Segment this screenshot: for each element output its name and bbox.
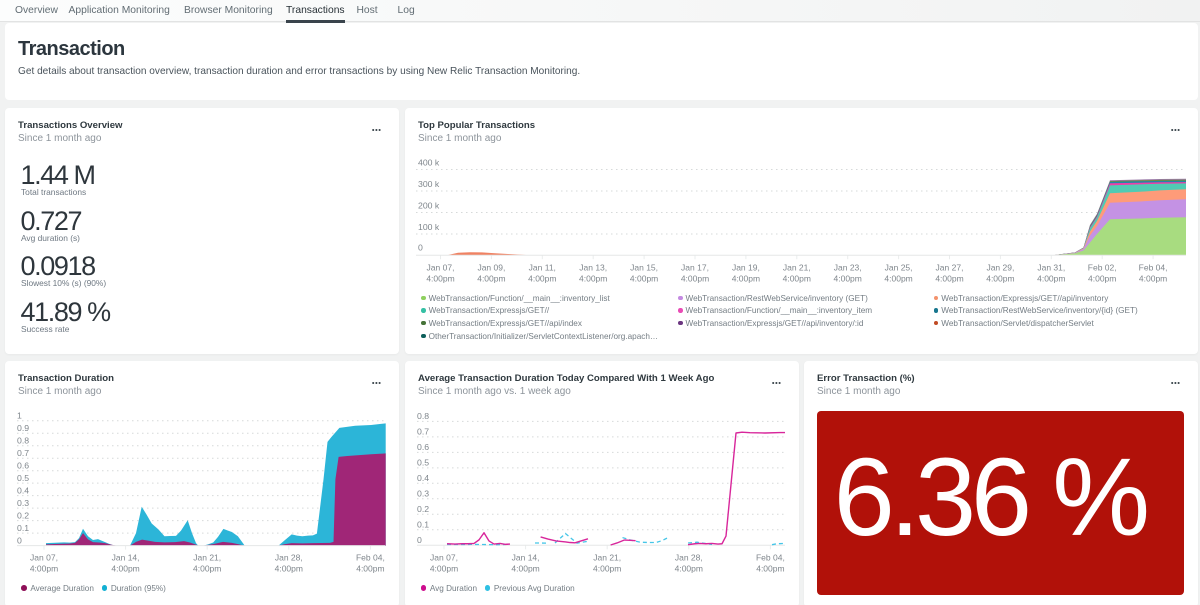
svg-text:Jan 09,: Jan 09, [477,263,505,273]
svg-text:4:00pm: 4:00pm [275,564,303,574]
svg-text:0.6: 0.6 [417,442,429,452]
svg-text:4:00pm: 4:00pm [111,564,139,574]
svg-text:400 k: 400 k [418,158,440,168]
svg-text:0.3: 0.3 [17,498,29,508]
svg-text:Jan 31,: Jan 31, [1037,263,1065,273]
svg-text:4:00pm: 4:00pm [426,274,454,284]
svg-text:4:00pm: 4:00pm [675,564,703,574]
svg-text:Jan 27,: Jan 27, [936,263,964,273]
svg-text:Jan 21,: Jan 21, [193,553,221,563]
svg-text:0.9: 0.9 [17,423,29,433]
svg-text:0.3: 0.3 [417,489,429,499]
svg-text:4:00pm: 4:00pm [193,564,221,574]
svg-text:4:00pm: 4:00pm [528,274,556,284]
svg-text:4:00pm: 4:00pm [30,564,58,574]
svg-text:Jan 11,: Jan 11, [529,263,556,273]
svg-text:0.4: 0.4 [417,473,429,483]
svg-text:4:00pm: 4:00pm [579,274,607,284]
svg-text:0: 0 [417,535,422,545]
svg-text:4:00pm: 4:00pm [1139,274,1167,284]
svg-text:0.8: 0.8 [17,435,29,445]
svg-text:4:00pm: 4:00pm [630,274,658,284]
svg-text:Jan 14,: Jan 14, [112,553,140,563]
svg-text:0.1: 0.1 [17,523,29,533]
svg-text:300 k: 300 k [418,179,440,189]
svg-text:Jan 15,: Jan 15, [630,263,658,273]
svg-text:0.7: 0.7 [417,427,429,437]
svg-text:4:00pm: 4:00pm [593,564,621,574]
svg-text:Jan 13,: Jan 13, [579,263,607,273]
svg-text:4:00pm: 4:00pm [681,274,709,284]
svg-text:0: 0 [17,535,22,545]
svg-text:Jan 29,: Jan 29, [986,263,1014,273]
svg-text:0.2: 0.2 [17,510,29,520]
svg-text:Jan 07,: Jan 07, [30,553,58,563]
svg-text:Jan 28,: Jan 28, [275,553,303,563]
svg-text:Jan 21,: Jan 21, [593,553,621,563]
svg-text:4:00pm: 4:00pm [884,274,912,284]
svg-text:4:00pm: 4:00pm [356,564,384,574]
svg-text:4:00pm: 4:00pm [935,274,963,284]
svg-text:Jan 23,: Jan 23, [834,263,862,273]
svg-text:4:00pm: 4:00pm [477,274,505,284]
svg-text:4:00pm: 4:00pm [430,564,458,574]
svg-text:1: 1 [17,410,22,420]
svg-text:Jan 07,: Jan 07, [430,553,458,563]
svg-text:4:00pm: 4:00pm [834,274,862,284]
svg-text:Feb 04,: Feb 04, [756,553,785,563]
svg-text:4:00pm: 4:00pm [511,564,539,574]
svg-text:100 k: 100 k [418,222,440,232]
svg-text:Jan 21,: Jan 21, [783,263,811,273]
svg-text:4:00pm: 4:00pm [986,274,1014,284]
svg-text:0.7: 0.7 [17,448,29,458]
svg-text:Jan 14,: Jan 14, [512,553,540,563]
svg-text:200 k: 200 k [418,201,440,211]
svg-text:4:00pm: 4:00pm [1037,274,1065,284]
svg-text:Jan 19,: Jan 19, [732,263,760,273]
svg-text:0.4: 0.4 [17,485,29,495]
svg-text:0.2: 0.2 [417,504,429,514]
svg-text:0.5: 0.5 [17,473,29,483]
svg-text:Jan 28,: Jan 28, [675,553,703,563]
svg-text:0.8: 0.8 [417,411,429,421]
svg-text:0: 0 [418,243,423,253]
svg-text:0.1: 0.1 [417,520,429,530]
svg-text:Jan 25,: Jan 25, [885,263,913,273]
svg-text:Feb 04,: Feb 04, [1139,263,1168,273]
svg-text:4:00pm: 4:00pm [732,274,760,284]
svg-text:4:00pm: 4:00pm [756,564,784,574]
svg-text:0.6: 0.6 [17,460,29,470]
svg-text:4:00pm: 4:00pm [783,274,811,284]
svg-text:Feb 02,: Feb 02, [1088,263,1117,273]
svg-text:4:00pm: 4:00pm [1088,274,1116,284]
svg-text:0.5: 0.5 [417,458,429,468]
svg-text:Jan 07,: Jan 07, [427,263,455,273]
svg-text:Jan 17,: Jan 17, [681,263,709,273]
svg-text:Feb 04,: Feb 04, [356,553,385,563]
